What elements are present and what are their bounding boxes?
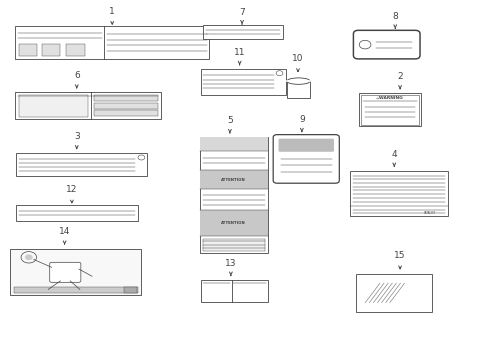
Bar <box>124 287 136 293</box>
Bar <box>356 274 431 312</box>
Bar <box>201 280 267 302</box>
Bar <box>200 170 267 189</box>
Text: 10: 10 <box>292 54 303 63</box>
Text: 9: 9 <box>298 115 304 124</box>
Text: 4: 4 <box>390 149 396 158</box>
Text: 2: 2 <box>396 72 402 81</box>
Text: ATTENTION: ATTENTION <box>221 177 245 181</box>
Text: ATTENTION: ATTENTION <box>221 221 245 225</box>
Bar <box>14 287 137 293</box>
Bar <box>16 153 147 176</box>
Text: 1: 1 <box>109 7 115 16</box>
Bar <box>201 69 285 95</box>
Bar <box>202 239 264 251</box>
Text: 15: 15 <box>393 251 405 260</box>
Text: 13: 13 <box>224 259 236 268</box>
Text: 6: 6 <box>74 71 80 80</box>
Bar <box>200 137 267 151</box>
Bar <box>200 137 267 253</box>
Bar <box>19 44 37 56</box>
FancyBboxPatch shape <box>273 135 339 183</box>
FancyBboxPatch shape <box>353 30 419 59</box>
Bar <box>15 93 161 119</box>
Bar <box>19 95 88 117</box>
Text: 12: 12 <box>66 185 78 194</box>
Bar <box>94 103 158 109</box>
Text: 7: 7 <box>239 8 244 17</box>
Bar <box>286 81 309 98</box>
Bar <box>41 44 60 56</box>
Ellipse shape <box>286 78 309 84</box>
Text: ⚠WARNING: ⚠WARNING <box>375 96 403 100</box>
Bar <box>94 95 158 102</box>
Text: 14: 14 <box>59 227 70 236</box>
Text: 5: 5 <box>226 116 232 125</box>
Bar <box>15 26 209 59</box>
Bar <box>200 210 267 236</box>
FancyBboxPatch shape <box>50 262 81 282</box>
Bar <box>350 171 447 216</box>
Bar <box>358 93 420 126</box>
Bar <box>360 95 418 125</box>
Bar <box>16 205 137 221</box>
Bar <box>94 111 158 116</box>
FancyBboxPatch shape <box>278 139 333 152</box>
Text: CATALYST: CATALYST <box>423 211 435 215</box>
Circle shape <box>25 255 33 260</box>
Bar <box>203 25 283 39</box>
Text: 3: 3 <box>74 132 80 141</box>
Text: 8: 8 <box>391 12 397 21</box>
Text: 11: 11 <box>233 49 245 58</box>
Bar <box>66 44 84 56</box>
Bar <box>10 249 141 295</box>
